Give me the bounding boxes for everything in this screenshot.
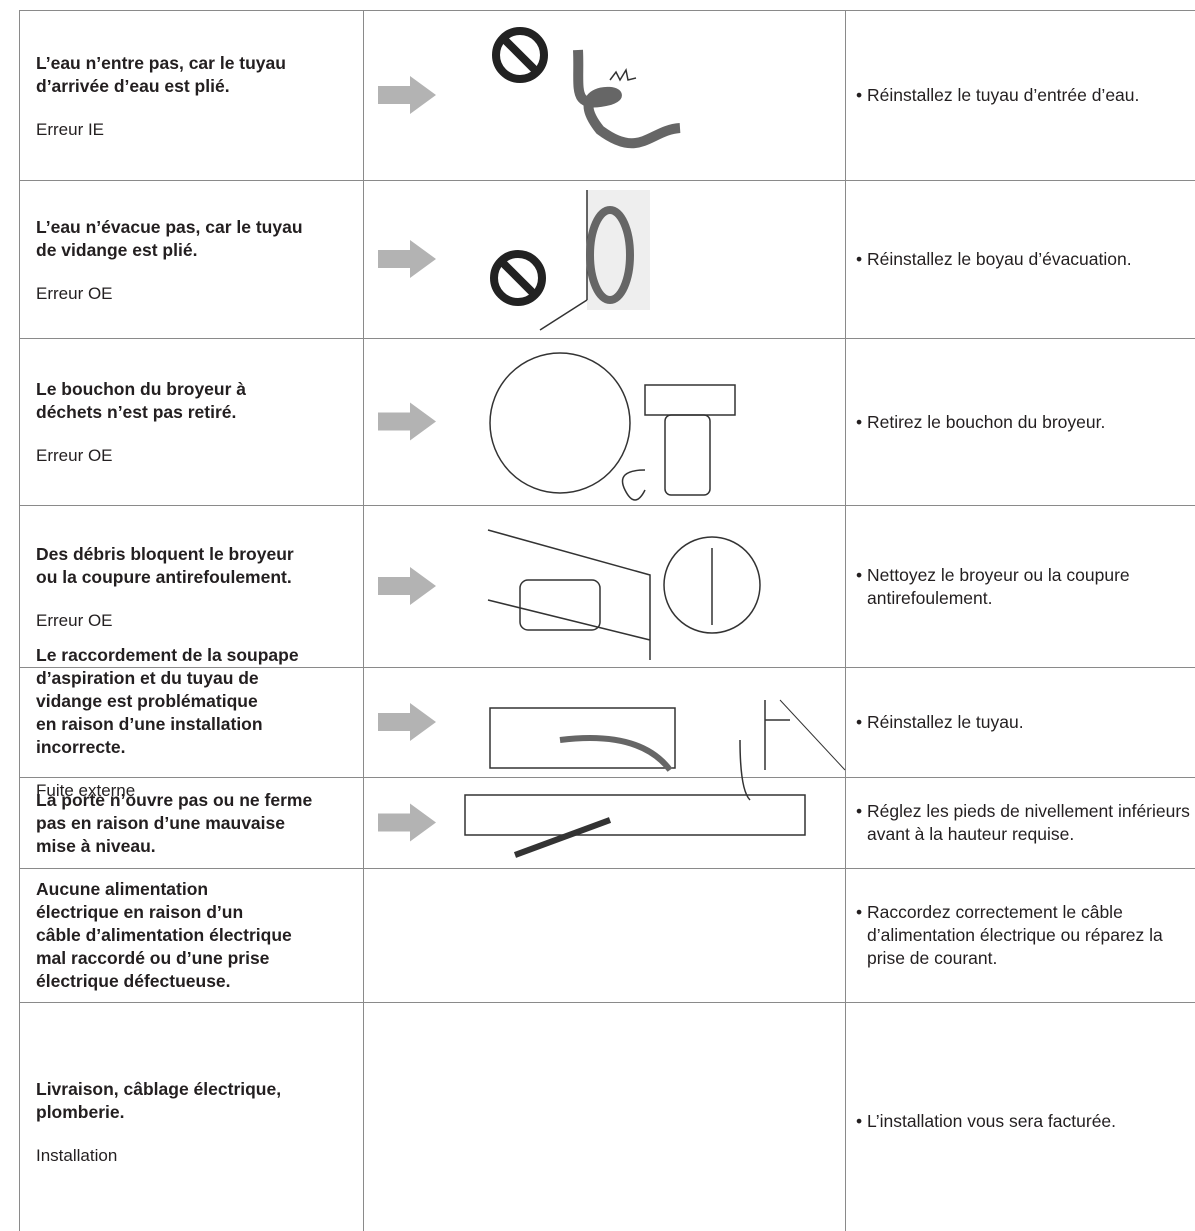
valve	[739, 700, 790, 801]
arrow	[378, 703, 436, 741]
prohibited-slash	[501, 36, 539, 74]
solution: • L’installation vous sera facturée.	[856, 1111, 1117, 1131]
dishwasher-bottom	[464, 794, 806, 836]
cause-line: La porte n’ouvre pas ou ne ferme	[36, 789, 313, 810]
table-cell: • Réglez les pieds de nivellement inféri…	[845, 777, 1195, 868]
table-cell: La porte n’ouvre pas ou ne ferme pas en r…	[19, 777, 363, 868]
table-cell	[363, 667, 845, 777]
solution: • Raccordez correctement le câble d’alim…	[856, 902, 1163, 968]
solution: • Retirez le bouchon du broyeur.	[856, 411, 1106, 432]
table-cell: • Réinstallez le tuyau.	[845, 667, 1195, 777]
table-cell	[363, 10, 845, 180]
cause-line: électrique défectueuse.	[36, 971, 231, 991]
cause-line: pas en raison d’une mauvaise	[36, 812, 285, 833]
error-code: Erreur OE	[36, 283, 113, 303]
screwdriver	[513, 817, 612, 858]
error-code: Erreur OE	[36, 446, 113, 465]
table-cell: L’eau n’entre pas, car le tuyau d’arrivée…	[19, 10, 363, 180]
cause-line: mise à niveau.	[36, 835, 156, 856]
cause-line: vidange est problématique	[36, 691, 258, 711]
sink	[644, 384, 736, 416]
wall-line	[779, 699, 846, 771]
table-cell: • Raccordez correctement le câble d’alim…	[845, 868, 1195, 1002]
cause: L’eau n’entre pas, car le tuyau d’arrivée…	[36, 52, 363, 98]
trap	[621, 469, 646, 501]
cause: Aucune alimentation électrique en raison …	[36, 878, 363, 993]
arrow	[378, 76, 436, 114]
drain-hose	[559, 735, 673, 772]
cause-line: ou la coupure antirefoulement.	[36, 566, 292, 587]
arrow	[378, 803, 436, 842]
cause-line: d’aspiration et du tuyau de	[36, 668, 259, 688]
kink-mark	[609, 67, 637, 82]
cause: L’eau n’évacue pas, car le tuyau de vidan…	[36, 216, 363, 262]
table-cell	[363, 180, 845, 338]
table-cell: Le raccordement de la soupape d’aspiratio…	[19, 645, 363, 800]
table-cell: Aucune alimentation électrique en raison …	[19, 868, 363, 1002]
cause-line: en raison d’une installation	[36, 714, 263, 734]
error-code: Installation	[36, 1145, 118, 1165]
cause-line: Des débris bloquent le broyeur	[36, 543, 294, 564]
table-cell: Des débris bloquent le broyeur ou la coup…	[19, 505, 363, 667]
solution: • Réinstallez le tuyau d’entrée d’eau.	[856, 85, 1140, 105]
table-cell	[363, 1002, 845, 1231]
hose	[573, 49, 681, 149]
cause-line: mal raccordé ou d’une prise	[36, 948, 270, 968]
basin	[519, 579, 601, 631]
solution: • Réinstallez le boyau d’évacuation.	[856, 249, 1132, 269]
cause-line: L’eau n’évacue pas, car le tuyau	[36, 216, 303, 237]
zoom-circle	[663, 536, 761, 634]
cause: La porte n’ouvre pas ou ne ferme pas en r…	[36, 789, 363, 858]
table-cell	[363, 338, 845, 505]
arrow	[378, 402, 436, 441]
table-cell	[363, 868, 845, 1002]
cause-line: Aucune alimentation	[36, 879, 209, 899]
dishwasher-base	[489, 707, 676, 769]
prohibited-slash	[499, 259, 537, 297]
table-cell	[363, 505, 845, 667]
cause-line: incorrecte.	[36, 737, 126, 757]
table-cell: • L’installation vous sera facturée.	[845, 1002, 1195, 1231]
cause-line: Le bouchon du broyeur à	[36, 379, 247, 399]
table-cell	[363, 777, 845, 868]
cause: Des débris bloquent le broyeur ou la coup…	[36, 543, 363, 589]
cause-line: Le raccordement de la soupape	[36, 645, 299, 665]
cause-line: déchets n’est pas retiré.	[36, 402, 237, 422]
cause: Le bouchon du broyeur à déchets n’est pas…	[36, 378, 363, 424]
solution: • Réglez les pieds de nivellement inféri…	[856, 801, 1190, 844]
cause-line: de vidange est plié.	[36, 239, 198, 260]
table-cell: Livraison, câblage électrique, plomberie.…	[19, 1002, 363, 1231]
cause-line: plomberie.	[36, 1101, 125, 1122]
solution: • Nettoyez le broyeur ou la coupure anti…	[856, 564, 1130, 608]
coiled-hose	[586, 206, 634, 304]
table-cell: Le bouchon du broyeur à déchets n’est pas…	[19, 338, 363, 505]
counter	[487, 529, 651, 660]
cause-line: électrique en raison d’un	[36, 902, 244, 922]
arrow	[378, 567, 436, 605]
error-code: Erreur IE	[36, 119, 105, 139]
zoom-circle	[489, 352, 631, 494]
floor	[539, 299, 588, 331]
cause: Le raccordement de la soupape d’aspiratio…	[36, 644, 363, 759]
error-code: Erreur OE	[36, 610, 113, 630]
solution: • Réinstallez le tuyau.	[856, 712, 1024, 732]
prohibited-sign	[492, 27, 548, 83]
arrow	[378, 240, 436, 278]
table-cell: • Retirez le bouchon du broyeur.	[845, 338, 1195, 505]
cause-line: L’eau n’entre pas, car le tuyau	[36, 52, 286, 73]
prohibited-sign	[490, 250, 546, 306]
cause-line: câble d’alimentation électrique	[36, 925, 292, 945]
cause-line: d’arrivée d’eau est plié.	[36, 75, 230, 96]
error-code: Fuite externe	[36, 781, 136, 800]
table-cell: • Nettoyez le broyeur ou la coupure anti…	[845, 505, 1195, 667]
table-cell: L’eau n’évacue pas, car le tuyau de vidan…	[19, 180, 363, 338]
cause: Livraison, câblage électrique, plomberie.	[36, 1078, 363, 1124]
cause-line: Livraison, câblage électrique,	[36, 1078, 282, 1099]
disposer	[664, 414, 711, 496]
table-cell: • Réinstallez le boyau d’évacuation.	[845, 180, 1195, 338]
table-cell: • Réinstallez le tuyau d’entrée d’eau.	[845, 10, 1195, 180]
